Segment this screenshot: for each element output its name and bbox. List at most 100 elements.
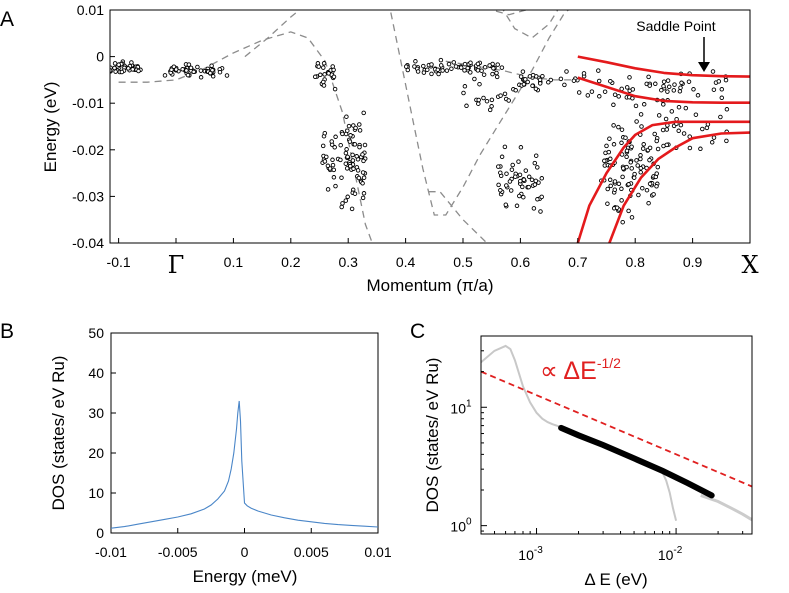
data-point [724, 138, 729, 144]
data-point [321, 83, 327, 88]
data-point [343, 161, 349, 166]
data-point [602, 158, 607, 164]
data-point [634, 119, 639, 124]
data-point [606, 149, 612, 155]
a-xtick-label: -0.1 [107, 254, 131, 270]
b-ytick-label: 20 [88, 445, 104, 461]
c-ytick-label: 101 [450, 398, 472, 416]
data-point [348, 133, 353, 138]
data-point [510, 162, 515, 168]
data-point [647, 157, 652, 163]
data-point [659, 87, 664, 93]
data-point [458, 65, 464, 70]
data-point [495, 62, 500, 67]
data-point [562, 82, 567, 88]
data-point [633, 103, 639, 109]
data-point [537, 77, 543, 83]
data-point [322, 159, 328, 164]
data-point [526, 184, 531, 190]
data-point [539, 176, 545, 181]
data-point [646, 74, 651, 80]
data-point [644, 187, 650, 193]
data-point [344, 114, 349, 119]
data-point [635, 163, 640, 168]
saddle-point-label: Saddle Point [636, 18, 716, 34]
data-point [494, 70, 499, 76]
data-point [597, 94, 602, 99]
panel-a-ticks: -0.1 Γ 0.1 0.2 0.3 0.4 0.5 0.6 0.7 0.8 0.9 X 0.01 0 -0… [72, 2, 758, 279]
data-point [631, 175, 637, 180]
panel-c-ylabel: DOS (states/ eV Ru) [423, 358, 442, 513]
c-ytick-base: 10 [450, 519, 466, 535]
data-point [636, 192, 641, 198]
c-xtick-exp: -3 [534, 545, 543, 556]
b-xtick-label: -0.01 [95, 544, 127, 560]
data-point [494, 74, 500, 80]
data-point [626, 208, 631, 214]
panel-a-scatter [110, 57, 730, 225]
a-ytick-label: 0 [96, 49, 104, 65]
dashed-band-3 [389, 10, 481, 216]
b-ytick-label: 30 [88, 405, 104, 421]
data-point [462, 68, 467, 73]
c-series-2 [700, 493, 752, 522]
data-point [339, 204, 344, 210]
data-point [678, 122, 684, 128]
data-point [624, 85, 630, 90]
data-point [704, 125, 710, 131]
data-point [605, 201, 610, 206]
b-ytick-label: 0 [96, 525, 104, 541]
data-point [619, 186, 624, 192]
data-point [184, 68, 189, 73]
panel-label-c: C [410, 320, 425, 343]
data-point [348, 163, 353, 169]
data-point [646, 200, 651, 206]
data-point [611, 102, 616, 108]
data-point [531, 206, 537, 211]
data-point [129, 60, 134, 65]
data-point [496, 182, 501, 188]
data-point [479, 68, 484, 73]
data-point [520, 69, 526, 74]
data-point [360, 152, 365, 157]
data-point [462, 84, 468, 89]
data-point [321, 79, 326, 85]
dashed-band-2 [244, 10, 395, 58]
data-point [413, 59, 418, 64]
data-point [676, 128, 681, 134]
data-point [503, 202, 509, 207]
data-point [361, 158, 366, 164]
data-point [403, 64, 409, 69]
data-point [509, 167, 515, 172]
data-point [576, 90, 582, 95]
a-xtick-label: 0.5 [453, 254, 473, 270]
data-point [602, 89, 608, 94]
data-point [489, 104, 494, 109]
data-point [619, 140, 624, 146]
data-point [191, 69, 196, 75]
data-point [665, 78, 671, 83]
a-ytick-label: -0.01 [72, 95, 104, 111]
data-point [687, 145, 693, 151]
data-point [332, 86, 338, 92]
data-point [465, 65, 470, 71]
data-point [344, 166, 350, 171]
data-point [629, 166, 634, 171]
panel-b-xlabel: Energy (meV) [193, 567, 298, 586]
data-point [113, 69, 118, 74]
data-point [661, 79, 667, 84]
data-point [331, 74, 337, 80]
b-ytick-label: 10 [88, 485, 104, 501]
a-xtick-label: 0.2 [281, 254, 301, 270]
data-point [169, 67, 174, 72]
data-point [535, 165, 540, 170]
a-xtick-label: 0.1 [224, 254, 244, 270]
data-point [523, 77, 528, 82]
data-point [526, 174, 532, 180]
a-xtick-label: 0.9 [683, 254, 703, 270]
data-point [705, 122, 711, 127]
a-xtick-label: 0.3 [338, 254, 358, 270]
data-point [521, 177, 527, 182]
c-ytick-base: 10 [450, 400, 466, 416]
